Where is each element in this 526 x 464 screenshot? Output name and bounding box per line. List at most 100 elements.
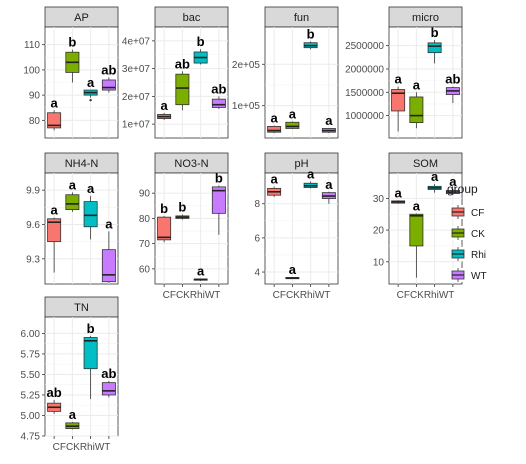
box-cf: b xyxy=(157,201,172,243)
box-cf: a xyxy=(157,98,172,120)
significance-label: ab xyxy=(47,385,62,400)
box-iqr xyxy=(211,186,226,214)
box-rhi: b xyxy=(193,34,208,65)
significance-label: a xyxy=(271,172,279,187)
facet-strip-label: AP xyxy=(74,12,89,24)
box-cf: a xyxy=(267,172,282,197)
legend: group CF CK Rhi WT xyxy=(447,182,487,282)
box-ck: b xyxy=(175,200,190,220)
box-ck: a xyxy=(285,106,300,129)
significance-label: ab xyxy=(101,366,116,381)
legend-items: CF CK Rhi WT xyxy=(451,205,487,282)
legend-label: CF xyxy=(471,208,484,219)
significance-label: ab xyxy=(211,81,226,96)
y-tick-label: 5.50 xyxy=(21,370,41,381)
y-tick-label: 90 xyxy=(29,91,41,102)
y-tick-label: 4e+07 xyxy=(122,36,151,47)
y-tick-label: 80 xyxy=(139,214,151,225)
y-tick-label: 20 xyxy=(373,226,385,237)
significance-label: a xyxy=(87,181,95,196)
box-rhi: a xyxy=(427,169,442,193)
legend-item-cf: CF xyxy=(451,205,484,219)
significance-label: a xyxy=(431,169,439,184)
box-iqr xyxy=(391,89,406,112)
legend-item-ck: CK xyxy=(451,226,485,240)
significance-label: a xyxy=(51,203,59,218)
significance-label: b xyxy=(160,201,168,216)
y-tick-label: 30 xyxy=(373,194,385,205)
y-tick-label: 70 xyxy=(139,239,151,250)
y-tick-label: 6 xyxy=(254,233,260,244)
y-tick-label: 2e+07 xyxy=(122,92,151,103)
significance-label: ab xyxy=(101,62,116,77)
y-tick-label: 1500000 xyxy=(345,88,384,99)
x-tick-labels: CFCKRhiWT xyxy=(397,290,455,301)
box-cf: a xyxy=(391,185,406,204)
significance-label: a xyxy=(69,177,77,192)
box-wt: a xyxy=(321,113,336,134)
panel-background xyxy=(264,26,339,139)
significance-label: a xyxy=(395,72,403,87)
facet-strip-label: NO3-N xyxy=(174,158,208,170)
box-wt: b xyxy=(211,171,226,235)
box-rhi: a xyxy=(83,75,98,102)
box-ck: a xyxy=(409,77,424,129)
y-tick-label: 1e+05 xyxy=(232,101,261,112)
box-wt: a xyxy=(445,174,460,196)
facet-strip-label: NH4-N xyxy=(65,158,99,170)
significance-label: ab xyxy=(175,56,190,71)
box-cf: a xyxy=(47,95,62,131)
box-iqr xyxy=(409,213,424,247)
box-cf: a xyxy=(391,72,406,132)
box-cf: a xyxy=(267,111,282,134)
box-ck: ab xyxy=(175,56,190,111)
y-tick-label: 9.9 xyxy=(26,186,40,197)
significance-label: b xyxy=(307,26,315,41)
y-tick-label: 60 xyxy=(139,264,151,275)
y-tick-label: 2000000 xyxy=(345,64,384,75)
box-iqr xyxy=(83,201,98,228)
box-ck: b xyxy=(65,35,80,83)
box-iqr xyxy=(101,249,116,283)
significance-label: a xyxy=(413,199,421,214)
significance-label: a xyxy=(325,113,333,128)
box-rhi: b xyxy=(303,26,318,50)
box-iqr xyxy=(65,194,80,211)
legend-item-wt: WT xyxy=(451,268,487,282)
box-wt: a xyxy=(321,177,336,204)
legend-label: WT xyxy=(471,271,487,282)
facet-strip-label: bac xyxy=(183,12,201,24)
box-ck: a xyxy=(285,262,300,280)
y-tick-label: 6.00 xyxy=(21,329,41,340)
panel-background xyxy=(44,316,119,437)
significance-label: a xyxy=(449,174,457,189)
significance-label: a xyxy=(395,185,403,200)
y-tick-label: 3e+07 xyxy=(122,64,151,75)
y-tick-label: 9.6 xyxy=(26,220,40,231)
y-tick-label: 100 xyxy=(23,65,40,76)
y-tick-label: 9.3 xyxy=(26,254,40,265)
box-wt: ab xyxy=(101,366,117,398)
box-iqr xyxy=(211,98,226,108)
box-cf: a xyxy=(47,203,62,273)
significance-label: a xyxy=(87,75,95,90)
box-rhi: a xyxy=(83,181,98,240)
box-iqr xyxy=(427,42,442,54)
facet-panels: AP8090100110abaabbac1e+072e+073e+074e+07… xyxy=(21,6,463,453)
legend-title: group xyxy=(447,182,478,196)
box-ck: a xyxy=(409,199,424,278)
y-tick-label: 10 xyxy=(373,257,385,268)
significance-label: ab xyxy=(445,72,460,87)
significance-label: b xyxy=(68,35,76,50)
box-iqr xyxy=(175,73,190,106)
y-tick-label: 80 xyxy=(29,116,41,127)
box-rhi: b xyxy=(83,321,98,400)
box-iqr xyxy=(47,112,62,129)
x-tick-labels: CFCKRhiWT xyxy=(273,290,331,301)
y-tick-label: 4 xyxy=(254,268,260,279)
box-iqr xyxy=(157,216,172,241)
significance-label: a xyxy=(69,407,77,422)
